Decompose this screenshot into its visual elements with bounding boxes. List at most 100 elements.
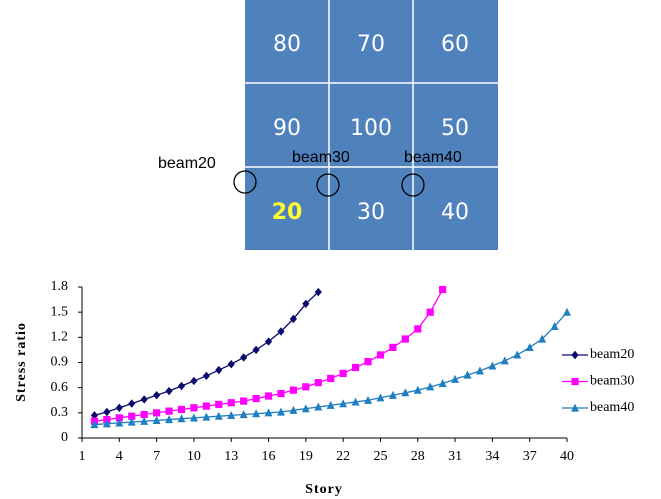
beam-label: beam30 [292, 149, 350, 166]
x-tick-label: 16 [262, 449, 276, 464]
y-tick-label: 0.9 [51, 355, 69, 370]
data-point [525, 343, 534, 351]
x-tick-label: 13 [224, 449, 238, 464]
data-point [202, 371, 210, 381]
data-point [314, 402, 323, 411]
data-point [314, 379, 322, 387]
data-point [364, 358, 372, 366]
data-point [314, 287, 322, 297]
data-point [364, 395, 373, 404]
legend-marker [571, 403, 579, 412]
data-point [401, 388, 410, 397]
data-point [513, 350, 522, 359]
x-tick-label: 19 [299, 449, 313, 464]
cell-label: 60 [441, 32, 469, 57]
data-point [127, 417, 136, 426]
legend-marker [571, 350, 579, 360]
data-point [177, 381, 186, 391]
data-point [214, 411, 223, 420]
y-tick-label: 1.2 [51, 330, 69, 345]
data-point [239, 410, 248, 419]
x-tick-label: 25 [373, 449, 387, 464]
data-point [240, 397, 248, 405]
x-tick-label: 37 [523, 449, 537, 464]
data-point [103, 407, 111, 417]
series-line [94, 291, 319, 416]
x-tick-label: 28 [411, 449, 425, 464]
beam-label: beam40 [404, 149, 462, 166]
data-point [339, 369, 347, 378]
data-point [252, 345, 260, 355]
data-point [215, 365, 223, 375]
data-point [339, 399, 348, 408]
x-tick-label: 34 [485, 449, 499, 464]
data-point [90, 411, 99, 420]
cell-label: 100 [350, 116, 392, 141]
data-point [538, 334, 547, 343]
data-point [451, 374, 460, 383]
data-point [252, 409, 261, 418]
data-point [189, 413, 198, 422]
data-point [413, 385, 422, 394]
data-point [177, 414, 186, 423]
data-point [500, 356, 509, 365]
y-tick-label: 1.8 [51, 279, 69, 294]
data-point [165, 415, 174, 424]
data-point [302, 299, 310, 308]
y-tick-label: 1.5 [51, 304, 69, 319]
data-point [140, 410, 148, 419]
legend-label: beam40 [590, 400, 634, 415]
data-point [276, 407, 285, 416]
y-tick-label: 0.3 [51, 405, 69, 420]
data-point [389, 343, 397, 351]
data-point [115, 403, 123, 412]
data-point [264, 408, 273, 417]
data-point [277, 327, 285, 336]
data-point [128, 412, 136, 420]
data-point [289, 386, 298, 394]
x-axis-title: Story [305, 482, 343, 497]
x-tick-label: 4 [116, 449, 123, 464]
data-point [252, 394, 260, 403]
data-point [426, 308, 434, 316]
y-tick-label: 0.6 [51, 380, 69, 395]
cell-label: 40 [441, 200, 469, 225]
data-point [439, 285, 447, 294]
y-axis-title: Stress ratio [14, 322, 29, 402]
data-point [326, 400, 335, 409]
data-point [401, 335, 409, 343]
data-point [190, 376, 198, 386]
grid-lines [245, 0, 498, 250]
data-point [140, 416, 149, 425]
legend-label: beam30 [590, 374, 634, 389]
beam-label: beam20 [158, 155, 216, 172]
data-point [202, 402, 210, 410]
data-point [202, 412, 211, 421]
data-point [152, 415, 161, 424]
grid-panel [245, 0, 498, 250]
series-line [94, 289, 444, 422]
legend-marker [571, 377, 579, 386]
data-point [563, 307, 571, 316]
data-point [177, 405, 186, 414]
data-point [227, 410, 236, 419]
data-point [426, 382, 435, 391]
data-point [153, 391, 161, 400]
data-point [140, 395, 148, 404]
data-point [277, 389, 285, 398]
beam-circles [233, 170, 425, 197]
data-point [240, 353, 248, 362]
legend-label: beam20 [590, 347, 634, 362]
data-point [475, 366, 484, 375]
data-point [302, 383, 310, 391]
data-point [115, 414, 123, 422]
cell-label: 20 [272, 200, 303, 225]
data-point [488, 361, 497, 370]
data-point [128, 399, 136, 408]
data-point [227, 399, 235, 407]
data-point [264, 392, 273, 400]
data-point [463, 370, 472, 379]
x-tick-label: 40 [560, 449, 574, 464]
data-point [165, 386, 173, 396]
